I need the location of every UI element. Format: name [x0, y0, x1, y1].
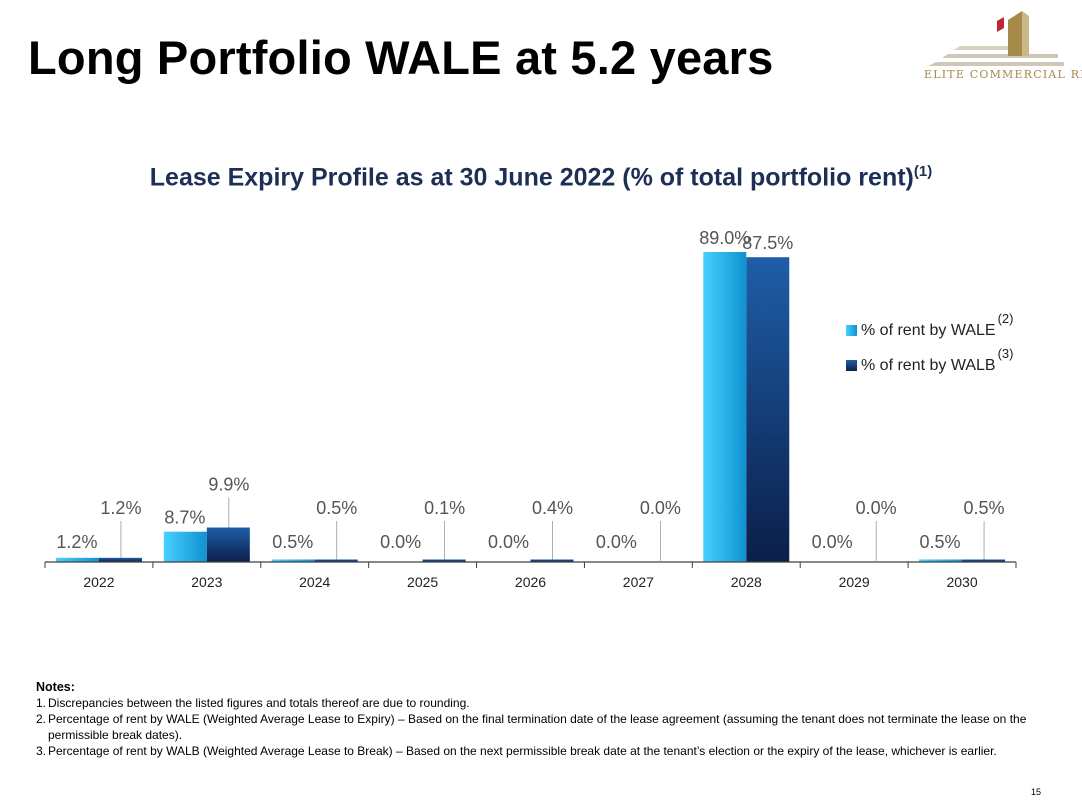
data-label-walb: 0.5%	[316, 498, 357, 518]
note-text: Percentage of rent by WALB (Weighted Ave…	[48, 744, 997, 758]
legend-note-ref-wale: (2)	[997, 311, 1014, 326]
bar-walb	[314, 559, 358, 562]
bar-walb	[962, 559, 1006, 562]
data-label-wale: 89.0%	[699, 228, 750, 248]
data-label-walb: 0.4%	[532, 498, 573, 518]
bar-walb	[422, 559, 466, 562]
x-tick-label: 2027	[623, 574, 654, 590]
x-tick-label: 2028	[731, 574, 762, 590]
data-label-wale: 0.0%	[380, 532, 421, 552]
bar-walb	[530, 559, 574, 562]
elite-commercial-reit-logo	[928, 11, 1064, 66]
data-label-walb: 0.1%	[424, 498, 465, 518]
bar-wale	[163, 531, 207, 562]
x-tick-label: 2026	[515, 574, 546, 590]
notes-section: Notes: 1. Discrepancies between the list…	[36, 679, 1036, 759]
legend-label-walb: % of rent by WALB	[861, 357, 996, 374]
chart-title-note-ref: (1)	[913, 163, 933, 180]
legend-item-wale: % of rent by WALE(2)	[846, 311, 1013, 357]
notes-heading: Notes:	[36, 680, 75, 694]
x-tick-label: 2022	[83, 574, 114, 590]
page-number: 15	[1031, 787, 1042, 797]
legend-label-wale: % of rent by WALE	[861, 322, 996, 339]
data-label-walb: 0.0%	[640, 498, 681, 518]
note-number: 1.	[36, 696, 47, 710]
bar-wale	[919, 559, 963, 562]
note-number: 2.	[36, 712, 47, 726]
data-label-walb: 1.2%	[100, 498, 141, 518]
data-label-wale: 0.0%	[596, 532, 637, 552]
data-label-wale: 1.2%	[56, 532, 97, 552]
data-label-walb: 0.5%	[964, 498, 1005, 518]
data-label-wale: 0.0%	[488, 532, 529, 552]
x-tick-label: 2030	[946, 574, 977, 590]
note-text: Percentage of rent by WALE (Weighted Ave…	[48, 712, 1027, 742]
legend-note-ref-walb: (3)	[997, 346, 1014, 361]
data-label-wale: 0.5%	[920, 532, 961, 552]
bar-wale	[703, 252, 747, 562]
chart-title: Lease Expiry Profile as at 30 June 2022 …	[0, 163, 1082, 192]
data-label-wale: 8.7%	[164, 508, 205, 528]
chart-legend: % of rent by WALE(2) % of rent by WALB(3…	[846, 311, 1013, 392]
note-item-2: 2. Percentage of rent by WALE (Weighted …	[36, 711, 1036, 743]
legend-swatch-walb	[846, 360, 857, 371]
x-tick-label: 2024	[299, 574, 330, 590]
data-label-walb: 0.0%	[856, 498, 897, 518]
bar-walb	[746, 257, 790, 562]
data-label-walb: 87.5%	[742, 233, 793, 253]
legend-item-walb: % of rent by WALB(3)	[846, 346, 1013, 392]
note-item-3: 3. Percentage of rent by WALB (Weighted …	[36, 743, 1036, 759]
bar-wale	[271, 559, 315, 562]
bar-wale	[55, 557, 99, 562]
data-label-wale: 0.5%	[272, 532, 313, 552]
data-label-walb: 9.9%	[208, 475, 249, 495]
note-number: 3.	[36, 744, 47, 758]
logo-wordmark: ELITE COMMERCIAL REIT	[924, 68, 1082, 81]
note-item-1: 1. Discrepancies between the listed figu…	[36, 695, 1036, 711]
bar-walb	[206, 527, 250, 562]
x-tick-label: 2025	[407, 574, 438, 590]
data-label-wale: 0.0%	[812, 532, 853, 552]
x-tick-label: 2023	[191, 574, 222, 590]
note-text: Discrepancies between the listed figures…	[48, 696, 470, 710]
bar-walb	[98, 557, 142, 562]
page-title: Long Portfolio WALE at 5.2 years	[28, 31, 774, 84]
legend-swatch-wale	[846, 325, 857, 336]
chart-title-text: Lease Expiry Profile as at 30 June 2022 …	[149, 163, 914, 192]
x-tick-label: 2029	[839, 574, 870, 590]
